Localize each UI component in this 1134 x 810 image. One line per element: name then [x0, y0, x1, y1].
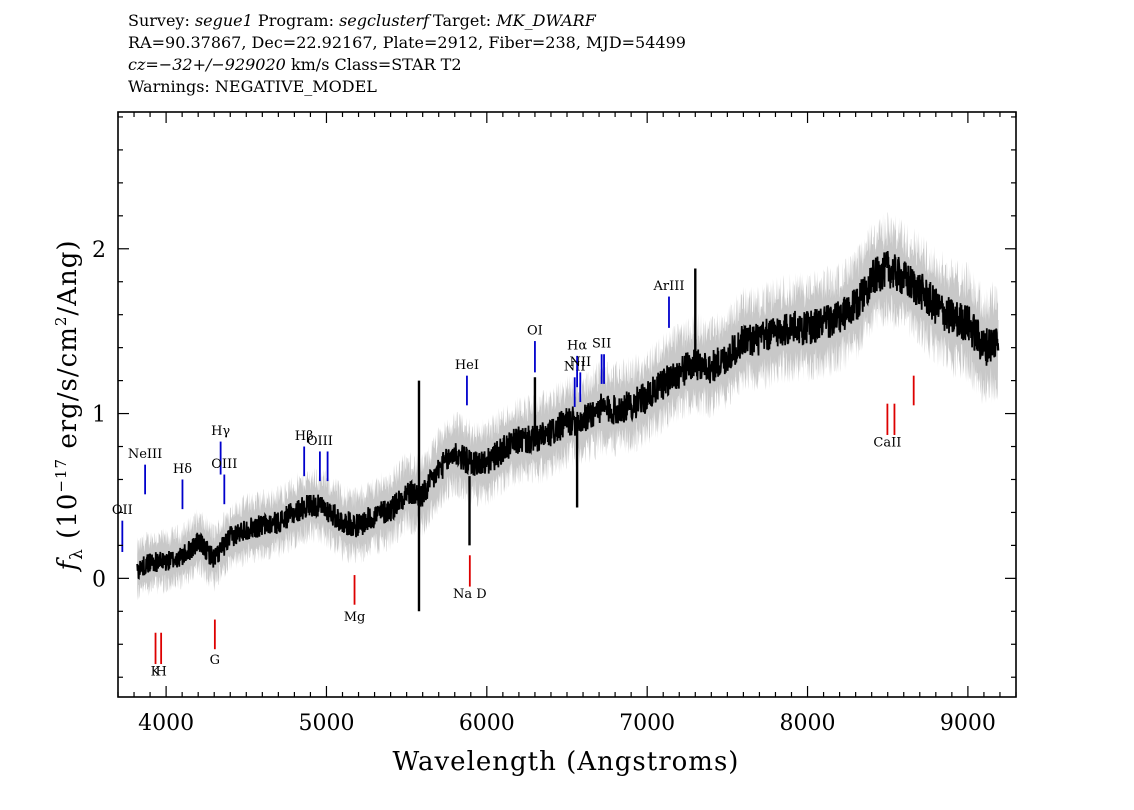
- y-tick-label: 0: [92, 567, 106, 592]
- absorption-line-label: Na D: [453, 587, 487, 602]
- emission-line-label: Hδ: [173, 462, 192, 477]
- y-axis-title: fλ (10−17 erg/s/cm2/Ang): [52, 240, 87, 573]
- spectrum-header: Survey: segue1 Program: segclusterf Targe…: [128, 10, 686, 98]
- flux-line: [136, 250, 1000, 580]
- emission-line-label: Hα: [567, 338, 587, 353]
- header-warnings: Warnings: NEGATIVE_MODEL: [128, 77, 377, 96]
- x-tick-label: 8000: [780, 711, 836, 736]
- header-line-3: cz=−32+/−929020 km/s Class=STAR T2: [128, 54, 686, 76]
- x-axis-title: Wavelength (Angstroms): [393, 747, 740, 777]
- emission-line-label: NII: [569, 355, 591, 370]
- absorption-line-label: G: [210, 653, 220, 668]
- absorption-line-label: CaII: [873, 436, 901, 451]
- emission-line-label: NeIII: [128, 447, 162, 462]
- x-tick-label: 9000: [940, 711, 996, 736]
- x-tick-label: 5000: [298, 711, 354, 736]
- cz-value: −32+/−929020: [158, 55, 286, 74]
- absorption-line-label: Mg: [344, 610, 366, 625]
- cz-prefix: cz=: [128, 55, 159, 74]
- emission-line-label: OIII: [211, 457, 237, 472]
- survey-label: Survey:: [128, 11, 190, 30]
- emission-line-label: ArIII: [652, 279, 684, 294]
- flux-series: [136, 250, 1000, 580]
- absorption-line-label: H: [155, 665, 166, 680]
- emission-line-label: HeI: [455, 358, 479, 373]
- survey-value: segue1: [194, 11, 253, 30]
- y-tick-label: 1: [92, 403, 106, 428]
- emission-line-label: SII: [592, 337, 611, 352]
- emission-line-label: Hβ: [295, 429, 314, 444]
- emission-line-label: NII: [564, 360, 586, 375]
- emission-line-label: OIII: [307, 434, 333, 449]
- emission-line-label: Hγ: [211, 424, 230, 439]
- header-line-1: Survey: segue1 Program: segclusterf Targe…: [128, 10, 686, 32]
- x-tick-label: 7000: [619, 711, 675, 736]
- y-tick-label: 2: [92, 238, 106, 263]
- emission-line-label: OI: [527, 323, 543, 338]
- absorption-line-label: K: [151, 665, 161, 680]
- spectral-line-markers: OIINeIIIHδHγOIIIHβOIIIHeIOINIIHαNIISIIAr…: [112, 279, 915, 680]
- x-tick-label: 6000: [459, 711, 515, 736]
- target-value: MK_DWARF: [496, 11, 596, 30]
- plot-axes: 4000 5000 6000 7000 8000 9000 0 1 2: [92, 111, 1017, 736]
- program-value: segclusterf: [339, 11, 430, 30]
- error-band: [136, 212, 999, 601]
- cz-suffix: km/s Class=STAR T2: [290, 55, 462, 74]
- program-label: Program:: [257, 11, 334, 30]
- target-label: Target:: [433, 11, 492, 30]
- emission-line-label: OII: [112, 503, 133, 518]
- x-tick-label: 4000: [138, 711, 194, 736]
- header-line-2: RA=90.37867, Dec=22.92167, Plate=2912, F…: [128, 33, 686, 52]
